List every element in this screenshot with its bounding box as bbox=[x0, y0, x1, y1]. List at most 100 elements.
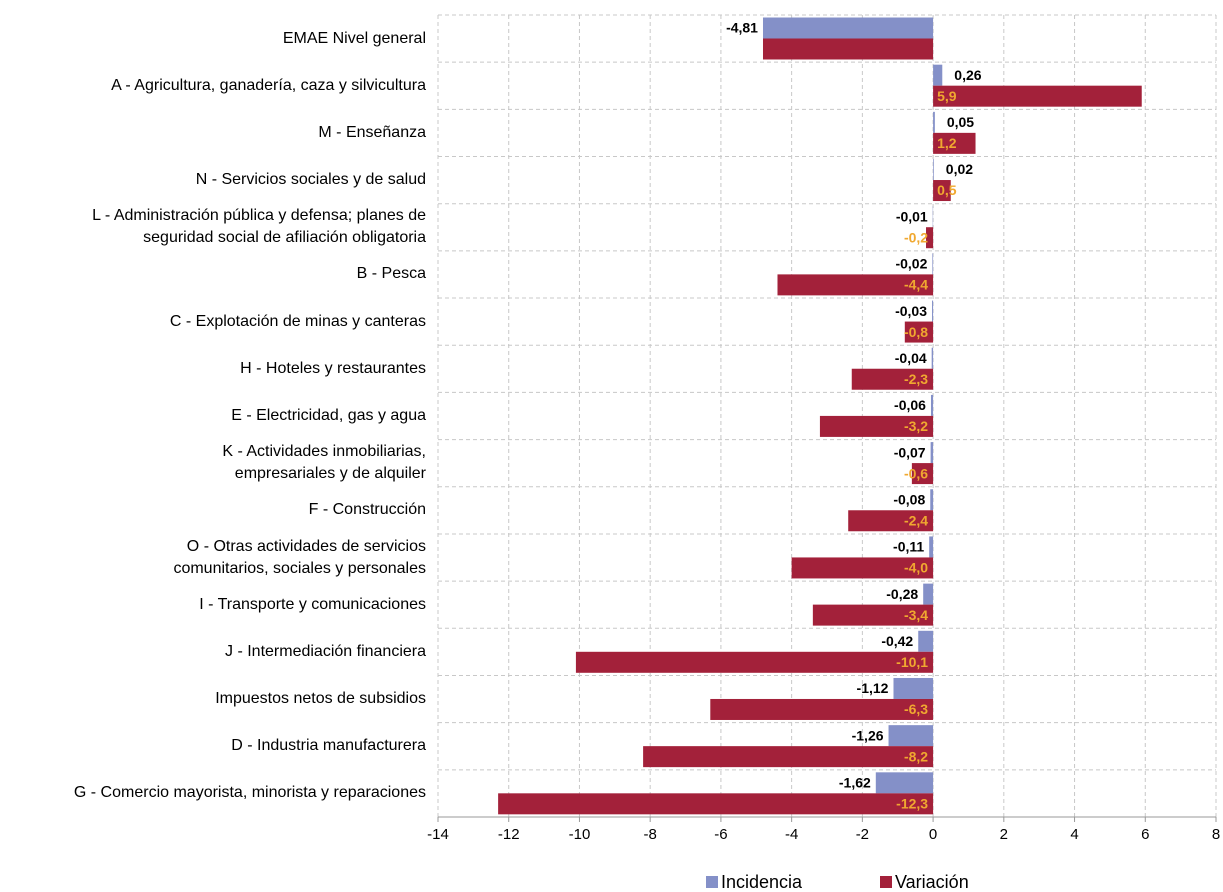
bar bbox=[931, 347, 934, 369]
x-tick-label: 6 bbox=[1141, 826, 1149, 843]
bar bbox=[933, 159, 934, 181]
category-label: N - Servicios sociales y de salud bbox=[195, 171, 426, 189]
value-label: -8,2 bbox=[904, 748, 928, 764]
bar bbox=[812, 604, 934, 626]
value-label: 5,9 bbox=[937, 88, 957, 104]
value-label: -10,1 bbox=[896, 654, 928, 670]
category-label: A - Agricultura, ganadería, caza y silvi… bbox=[111, 76, 426, 94]
value-label: -6,3 bbox=[904, 701, 928, 717]
bar bbox=[904, 321, 934, 343]
value-label: -0,08 bbox=[893, 491, 925, 507]
category-label: D - Industria manufacturera bbox=[231, 737, 426, 755]
bar bbox=[710, 698, 934, 720]
value-label: -2,3 bbox=[904, 371, 928, 387]
bar bbox=[498, 793, 934, 815]
value-label: -0,02 bbox=[895, 256, 927, 272]
category-label: K - Actividades inmobiliarias, empresari… bbox=[222, 443, 426, 483]
x-tick-label: -14 bbox=[427, 826, 449, 843]
legend-swatch bbox=[880, 876, 892, 888]
value-label: -2,4 bbox=[904, 512, 928, 528]
value-label: -12,3 bbox=[896, 796, 928, 812]
value-label: 0,05 bbox=[947, 114, 974, 130]
value-label: 1,2 bbox=[937, 135, 957, 151]
bar bbox=[762, 17, 934, 39]
value-label: -0,01 bbox=[896, 208, 928, 224]
x-tick-label: 0 bbox=[929, 826, 937, 843]
bar bbox=[933, 111, 935, 133]
x-tick-label: -4 bbox=[785, 826, 798, 843]
value-label: -0,8 bbox=[904, 324, 928, 340]
value-label: -0,6 bbox=[904, 465, 928, 481]
bar bbox=[819, 415, 934, 437]
value-label: -3,2 bbox=[904, 418, 928, 434]
value-label: -1,12 bbox=[857, 680, 889, 696]
x-tick-label: 2 bbox=[1000, 826, 1008, 843]
value-label: 0,5 bbox=[937, 182, 957, 198]
value-label: 0,02 bbox=[946, 161, 973, 177]
bar bbox=[930, 442, 934, 464]
value-label: -4,81 bbox=[726, 20, 758, 36]
value-label: -0,06 bbox=[894, 397, 926, 413]
x-tick-label: 8 bbox=[1212, 826, 1220, 843]
bar bbox=[926, 227, 934, 249]
x-tick-label: -8 bbox=[644, 826, 657, 843]
value-label: -4,4 bbox=[904, 277, 928, 293]
legend-label: Variación bbox=[895, 872, 969, 892]
bar bbox=[932, 253, 934, 275]
value-label: -0,07 bbox=[894, 444, 926, 460]
bar bbox=[933, 64, 943, 86]
bar bbox=[643, 746, 934, 768]
bar bbox=[933, 132, 976, 154]
bar bbox=[791, 557, 934, 579]
x-tick-label: 4 bbox=[1070, 826, 1078, 843]
bar bbox=[575, 651, 934, 673]
category-label: I - Transporte y comunicaciones bbox=[199, 595, 426, 613]
value-label: -0,03 bbox=[895, 303, 927, 319]
value-label: -3,4 bbox=[904, 607, 928, 623]
bar bbox=[893, 677, 934, 699]
bar bbox=[848, 510, 934, 532]
value-label: -0,42 bbox=[881, 633, 913, 649]
x-tick-label: -6 bbox=[714, 826, 727, 843]
bar bbox=[929, 536, 934, 558]
bar bbox=[777, 274, 934, 296]
bar bbox=[930, 394, 934, 416]
x-tick-label: -2 bbox=[856, 826, 869, 843]
category-label: M - Enseñanza bbox=[318, 123, 426, 141]
x-tick-label: -12 bbox=[498, 826, 520, 843]
category-label: G - Comercio mayorista, minorista y repa… bbox=[73, 784, 426, 802]
category-label: L - Administración pública y defensa; pl… bbox=[92, 207, 426, 247]
x-tick-label: -10 bbox=[569, 826, 591, 843]
bar bbox=[888, 725, 934, 747]
category-label: F - Construcción bbox=[308, 501, 426, 519]
legend-label: Incidencia bbox=[721, 872, 803, 892]
bar bbox=[933, 180, 951, 202]
bar bbox=[932, 300, 934, 322]
bar bbox=[918, 630, 934, 652]
bar bbox=[933, 85, 1142, 107]
category-label: O - Otras actividades de servicios comun… bbox=[173, 537, 426, 577]
bar bbox=[875, 772, 934, 794]
value-label: -1,62 bbox=[839, 775, 871, 791]
bar bbox=[911, 463, 934, 485]
bar bbox=[923, 583, 934, 605]
value-label: -0,11 bbox=[893, 539, 924, 555]
value-label: -0,28 bbox=[886, 586, 918, 602]
category-label: EMAE Nivel general bbox=[282, 29, 426, 47]
value-label: -4,0 bbox=[904, 560, 928, 576]
bar bbox=[851, 368, 934, 390]
value-label: 0,26 bbox=[954, 67, 981, 83]
category-label: E - Electricidad, gas y agua bbox=[231, 407, 426, 424]
category-label: H - Hoteles y restaurantes bbox=[240, 359, 426, 377]
bar bbox=[930, 489, 934, 511]
value-label: -0,2 bbox=[904, 229, 928, 245]
category-label: C - Explotación de minas y canteras bbox=[169, 312, 426, 330]
category-label: B - Pesca bbox=[356, 265, 426, 283]
category-label: J - Intermediación financiera bbox=[225, 642, 426, 660]
category-label: Impuestos netos de subsidios bbox=[215, 690, 426, 708]
value-label: -1,26 bbox=[852, 727, 884, 743]
legend-swatch bbox=[706, 876, 718, 888]
value-label: -0,04 bbox=[895, 350, 927, 366]
